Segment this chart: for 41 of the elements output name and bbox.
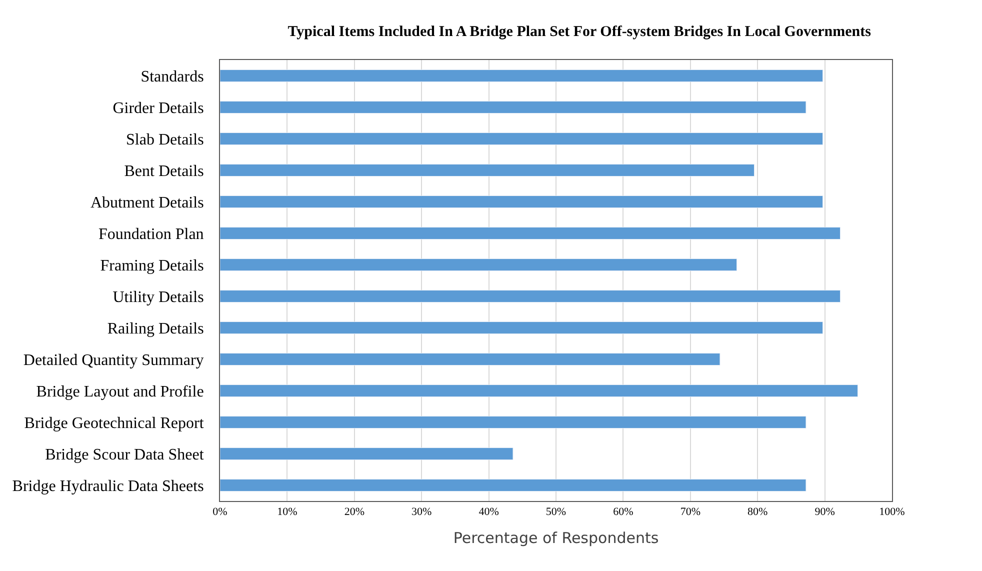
bar: [220, 448, 514, 460]
bar: [220, 384, 858, 397]
x-tick-label: 50%: [546, 506, 566, 518]
bar: [220, 132, 824, 145]
bar: [220, 479, 806, 492]
bar: [220, 322, 824, 334]
y-tick-label: Abutment Details: [90, 194, 204, 212]
bar: [220, 101, 806, 114]
bar: [220, 164, 754, 176]
y-tick-label: Framing Details: [100, 257, 204, 274]
y-tick-label: Bridge Layout and Profile: [36, 383, 204, 400]
y-tick-label: Standards: [140, 68, 204, 86]
y-tick-label: Bent Details: [124, 162, 204, 180]
x-tick-label: 90%: [814, 506, 835, 518]
bar: [220, 258, 738, 271]
y-tick-label: Detailed Quantity Summary: [23, 352, 204, 369]
bar: [220, 70, 824, 82]
bar: [220, 353, 720, 366]
chart-title: Typical Items Included In A Bridge Plan Set For Off-system Bridges In Local Governments: [288, 24, 872, 40]
x-axis-title: Percentage of Respondents: [453, 529, 659, 548]
x-tick-label: 70%: [680, 506, 700, 518]
bar: [220, 227, 841, 240]
x-tick-label: 30%: [412, 506, 432, 518]
y-tick-label: Bridge Hydraulic Data Sheets: [12, 478, 204, 495]
y-tick-label: Foundation Plan: [98, 226, 204, 243]
y-tick-label: Bridge Geotechnical Report: [24, 414, 204, 432]
x-tick-label: 10%: [277, 506, 298, 518]
y-tick-label: Bridge Scour Data Sheet: [45, 446, 204, 464]
x-tick-label: 60%: [613, 506, 634, 518]
bar: [220, 290, 841, 302]
x-tick-label: 20%: [344, 506, 364, 518]
x-tick-label: 100%: [879, 506, 905, 518]
y-tick-label: Railing Details: [107, 320, 204, 338]
y-tick-label: Slab Details: [126, 131, 204, 148]
bar: [220, 196, 824, 208]
x-tick-label: 80%: [748, 506, 768, 518]
y-tick-label: Girder Details: [112, 100, 204, 117]
x-tick-label: 40%: [478, 506, 499, 518]
x-tick-label: 0%: [212, 506, 228, 518]
y-tick-label: Utility Details: [112, 288, 204, 306]
bar: [220, 416, 806, 428]
